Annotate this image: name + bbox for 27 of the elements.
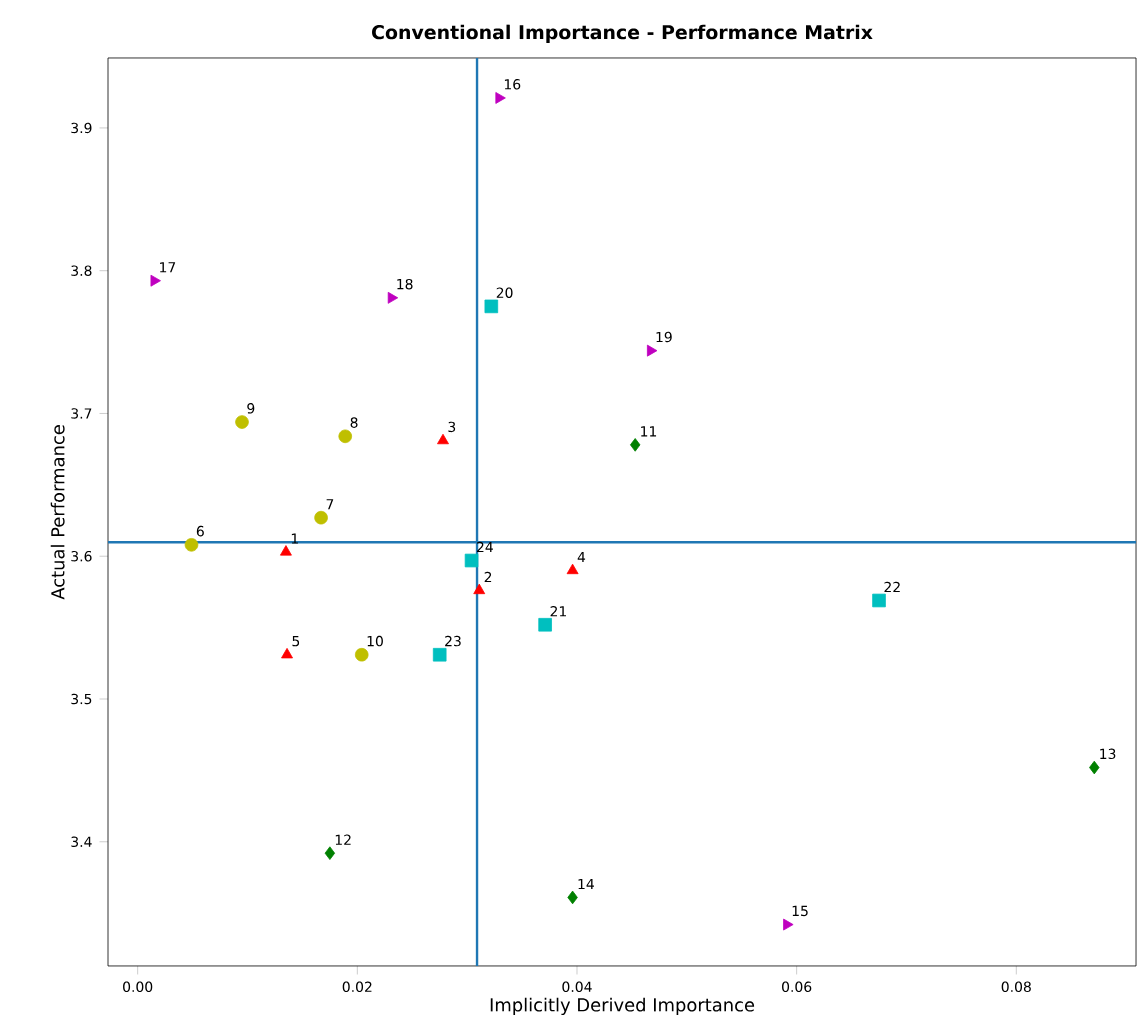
point [437,433,449,445]
point [235,415,249,429]
point [473,583,486,595]
chart-title: Conventional Importance - Performance Matrix [372,24,873,43]
point [464,553,479,568]
point [495,92,506,104]
point [324,846,336,860]
point [538,617,552,632]
point [783,918,794,931]
point [566,563,579,575]
point [281,647,293,659]
point [354,647,369,662]
point [484,299,499,314]
point [872,593,886,608]
point [432,647,447,662]
point [1089,760,1100,775]
x-axis-title: Implicitly Derived Importance [490,997,755,1016]
point [338,429,353,444]
point [567,890,578,905]
point [630,438,641,452]
point [646,344,658,357]
y-axis-title: Actual Performance [50,425,65,600]
point [184,538,199,552]
point [314,510,328,525]
point [150,274,161,287]
point [280,545,292,556]
point [387,291,399,304]
